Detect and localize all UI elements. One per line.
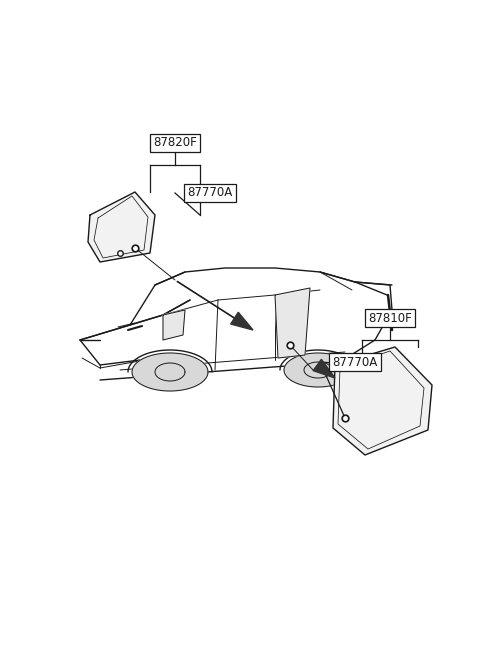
- Polygon shape: [284, 353, 352, 387]
- Polygon shape: [132, 353, 208, 391]
- Polygon shape: [163, 310, 185, 340]
- Polygon shape: [313, 360, 335, 378]
- Polygon shape: [333, 347, 432, 455]
- Polygon shape: [275, 288, 310, 358]
- Text: 87770A: 87770A: [332, 356, 378, 369]
- Text: 87770A: 87770A: [187, 187, 233, 200]
- Text: 87820F: 87820F: [153, 136, 197, 149]
- Text: 87810F: 87810F: [368, 312, 412, 324]
- Polygon shape: [231, 312, 253, 330]
- Polygon shape: [88, 192, 155, 262]
